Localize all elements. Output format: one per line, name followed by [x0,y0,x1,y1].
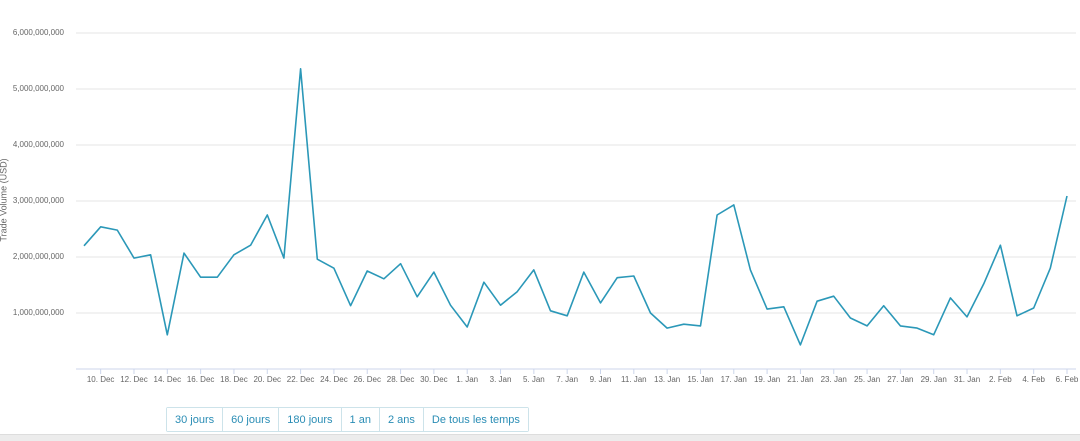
x-tick-label: 31. Jan [954,375,980,384]
range-button[interactable]: De tous les temps [423,408,528,431]
x-tick-label: 19. Jan [754,375,780,384]
range-selector: 30 jours 60 jours 180 jours 1 an 2 ans De tou… [166,407,529,432]
x-tick-label: 14. Dec [154,375,182,384]
x-tick-label: 10. Dec [87,375,115,384]
x-tick-label: 15. Jan [687,375,713,384]
x-tick-label: 28. Dec [387,375,415,384]
x-tick-label: 22. Dec [287,375,315,384]
x-tick-label: 25. Jan [854,375,880,384]
x-tick-label: 3. Jan [490,375,512,384]
y-tick-label: 6,000,000,000 [13,28,65,37]
chart: Trade Volume (USD) 1,000,000,000 2,000,00… [0,28,1079,384]
x-tick-label: 27. Jan [887,375,913,384]
x-tick-label: 21. Jan [787,375,813,384]
footer-bar [0,434,1080,441]
x-tick-label: 11. Jan [621,375,647,384]
range-button[interactable]: 180 jours [279,408,342,431]
y-axis-title: Trade Volume (USD) [0,158,8,241]
x-tick-label: 6. Feb [1056,375,1079,384]
y-tick-label: 4,000,000,000 [13,140,65,149]
x-tick-label: 20. Dec [253,375,281,384]
x-tick-label: 30. Dec [420,375,448,384]
y-tick-label: 1,000,000,000 [13,308,65,317]
x-tick-label: 5. Jan [523,375,545,384]
x-tick-label: 13. Jan [654,375,680,384]
range-button[interactable]: 30 jours [167,408,224,431]
x-tick-label: 9. Jan [590,375,612,384]
x-tick-label: 24. Dec [320,375,348,384]
x-tick-label: 1. Jan [456,375,478,384]
y-tick-label: 2,000,000,000 [13,252,65,261]
range-button[interactable]: 60 jours [223,408,280,431]
x-tick-label: 23. Jan [821,375,847,384]
x-tick-label: 2. Feb [989,375,1012,384]
x-tick-label: 7. Jan [556,375,578,384]
y-tick-label: 3,000,000,000 [13,196,65,205]
range-button[interactable]: 1 an [341,408,380,431]
y-tick-label: 5,000,000,000 [13,84,65,93]
x-tick-label: 4. Feb [1022,375,1045,384]
x-tick-label: 18. Dec [220,375,248,384]
x-tick-label: 17. Jan [721,375,747,384]
x-tick-label: 16. Dec [187,375,215,384]
range-button[interactable]: 2 ans [379,408,424,431]
x-tick-label: 26. Dec [353,375,381,384]
data-line [83,68,1068,346]
x-tick-label: 29. Jan [921,375,947,384]
x-tick-label: 12. Dec [120,375,148,384]
